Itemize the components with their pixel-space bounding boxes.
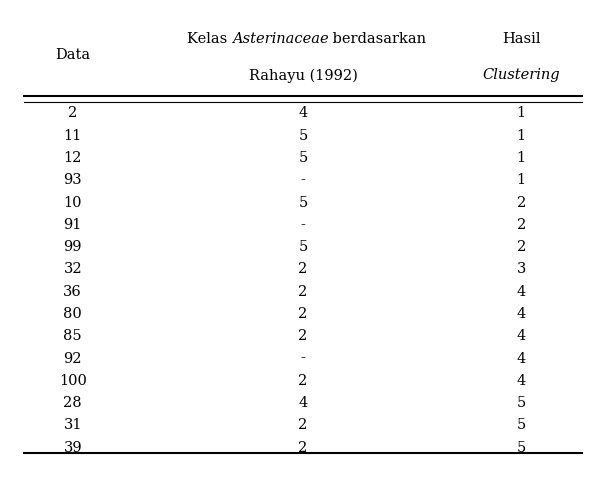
Text: -: - xyxy=(301,351,305,365)
Text: 4: 4 xyxy=(516,374,526,388)
Text: 5: 5 xyxy=(516,441,526,455)
Text: 2: 2 xyxy=(298,262,308,276)
Text: 2: 2 xyxy=(298,441,308,455)
Text: 2: 2 xyxy=(298,329,308,343)
Text: 5: 5 xyxy=(298,240,308,254)
Text: 4: 4 xyxy=(516,307,526,321)
Text: Kelas: Kelas xyxy=(187,32,232,46)
Text: 99: 99 xyxy=(64,240,82,254)
Text: 92: 92 xyxy=(64,351,82,365)
Text: 4: 4 xyxy=(516,329,526,343)
Text: 5: 5 xyxy=(298,196,308,210)
Text: Clustering: Clustering xyxy=(482,68,560,82)
Text: Data: Data xyxy=(55,48,90,63)
Text: 12: 12 xyxy=(64,151,82,165)
Text: 100: 100 xyxy=(59,374,87,388)
Text: 1: 1 xyxy=(516,129,526,143)
Text: 32: 32 xyxy=(64,262,82,276)
Text: Rahayu (1992): Rahayu (1992) xyxy=(248,68,358,82)
Text: 85: 85 xyxy=(64,329,82,343)
Text: 2: 2 xyxy=(516,196,526,210)
Text: 5: 5 xyxy=(298,151,308,165)
Text: 1: 1 xyxy=(516,107,526,120)
Text: 4: 4 xyxy=(298,396,308,410)
Text: -: - xyxy=(301,173,305,187)
Text: 31: 31 xyxy=(64,418,82,432)
Text: 28: 28 xyxy=(64,396,82,410)
Text: 4: 4 xyxy=(298,107,308,120)
Text: 11: 11 xyxy=(64,129,82,143)
Text: -: - xyxy=(301,218,305,232)
Text: 80: 80 xyxy=(64,307,82,321)
Text: 2: 2 xyxy=(516,218,526,232)
Text: 1: 1 xyxy=(516,151,526,165)
Text: 4: 4 xyxy=(516,351,526,365)
Text: 5: 5 xyxy=(298,129,308,143)
Text: 4: 4 xyxy=(516,285,526,299)
Text: 39: 39 xyxy=(64,441,82,455)
Text: 1: 1 xyxy=(516,173,526,187)
Text: 2: 2 xyxy=(68,107,78,120)
Text: 3: 3 xyxy=(516,262,526,276)
Text: 5: 5 xyxy=(516,418,526,432)
Text: 5: 5 xyxy=(516,396,526,410)
Text: 2: 2 xyxy=(298,285,308,299)
Text: berdasarkan: berdasarkan xyxy=(328,32,426,46)
Text: 2: 2 xyxy=(298,418,308,432)
Text: Hasil: Hasil xyxy=(502,32,541,46)
Text: 2: 2 xyxy=(298,307,308,321)
Text: 10: 10 xyxy=(64,196,82,210)
Text: 91: 91 xyxy=(64,218,82,232)
Text: 2: 2 xyxy=(298,374,308,388)
Text: Asterinaceae: Asterinaceae xyxy=(233,32,329,46)
Text: 2: 2 xyxy=(516,240,526,254)
Text: 36: 36 xyxy=(64,285,82,299)
Text: 93: 93 xyxy=(64,173,82,187)
